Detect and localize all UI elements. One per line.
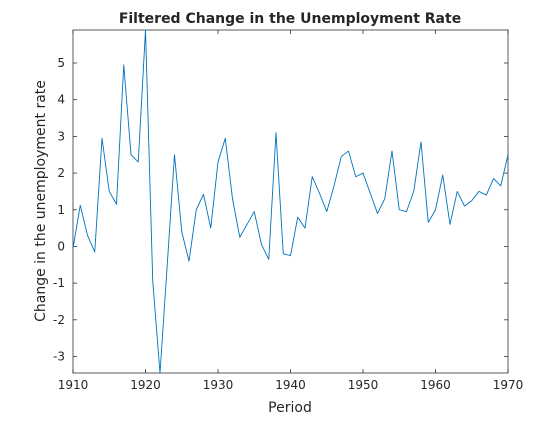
- data-point: [232, 198, 233, 199]
- data-point: [239, 237, 240, 238]
- data-point: [123, 64, 124, 65]
- x-tick-label: 1960: [420, 378, 451, 392]
- data-point: [159, 372, 160, 373]
- data-point: [101, 138, 102, 139]
- data-point: [413, 191, 414, 192]
- x-tick-label: 1910: [58, 378, 89, 392]
- data-point: [384, 198, 385, 199]
- y-tick-label: -2: [53, 313, 65, 327]
- data-point: [297, 216, 298, 217]
- data-point: [138, 161, 139, 162]
- y-tick-label: -1: [53, 276, 65, 290]
- data-point: [312, 176, 313, 177]
- data-point: [87, 235, 88, 236]
- data-point: [435, 209, 436, 210]
- data-point: [348, 150, 349, 151]
- data-point: [355, 176, 356, 177]
- data-point: [116, 204, 117, 205]
- data-point: [188, 261, 189, 262]
- y-tick-label: 3: [57, 129, 65, 143]
- data-point: [290, 255, 291, 256]
- data-point: [94, 251, 95, 252]
- x-axis-label: Period: [268, 400, 312, 416]
- y-tick-label: -3: [53, 349, 65, 363]
- data-point: [406, 211, 407, 212]
- data-point: [145, 29, 146, 30]
- data-point: [478, 191, 479, 192]
- data-point: [275, 132, 276, 133]
- data-point: [500, 185, 501, 186]
- y-tick-label: 2: [57, 166, 65, 180]
- y-tick-label: 1: [57, 203, 65, 217]
- data-point: [399, 209, 400, 210]
- chart-title: Filtered Change in the Unemployment Rate: [119, 11, 461, 27]
- y-tick-label: 4: [57, 93, 65, 107]
- data-point: [210, 227, 211, 228]
- data-point: [283, 253, 284, 254]
- data-point: [362, 172, 363, 173]
- x-tick-label: 1930: [203, 378, 234, 392]
- y-axis-label: Change in the unemployment rate: [33, 80, 49, 322]
- data-point: [268, 259, 269, 260]
- y-tick-label: 5: [57, 56, 65, 70]
- data-point: [428, 222, 429, 223]
- data-point: [457, 191, 458, 192]
- data-point: [217, 161, 218, 162]
- data-point: [377, 213, 378, 214]
- data-point: [130, 154, 131, 155]
- data-point: [225, 138, 226, 139]
- data-point: [181, 231, 182, 232]
- data-point: [449, 224, 450, 225]
- data-point: [370, 193, 371, 194]
- y-tick-label: 0: [57, 239, 65, 253]
- data-point: [196, 209, 197, 210]
- data-point: [442, 174, 443, 175]
- data-point: [464, 205, 465, 206]
- x-tick-label: 1970: [493, 378, 524, 392]
- data-point: [319, 193, 320, 194]
- data-point: [486, 194, 487, 195]
- data-point: [174, 154, 175, 155]
- data-point: [507, 154, 508, 155]
- data-point: [203, 194, 204, 195]
- axes-box: [72, 29, 509, 374]
- data-point: [341, 156, 342, 157]
- data-point: [261, 244, 262, 245]
- x-tick-label: 1920: [130, 378, 161, 392]
- data-point: [333, 185, 334, 186]
- data-point: [493, 178, 494, 179]
- data-point: [80, 205, 81, 206]
- data-point: [72, 248, 73, 249]
- data-point: [246, 224, 247, 225]
- plot-area: 1910 1920 1930 1940 1950 1960 1970 -3 -2 -1 0 1 2 3 4 5: [53, 29, 523, 392]
- data-point: [420, 141, 421, 142]
- data-point: [304, 227, 305, 228]
- data-point: [471, 200, 472, 201]
- data-point: [167, 264, 168, 265]
- data-point: [109, 191, 110, 192]
- x-tick-label: 1940: [275, 378, 306, 392]
- data-point: [152, 281, 153, 282]
- data-point: [391, 150, 392, 151]
- x-tick-label: 1950: [348, 378, 379, 392]
- data-point: [254, 211, 255, 212]
- series-line: [72, 29, 509, 374]
- data-point: [326, 211, 327, 212]
